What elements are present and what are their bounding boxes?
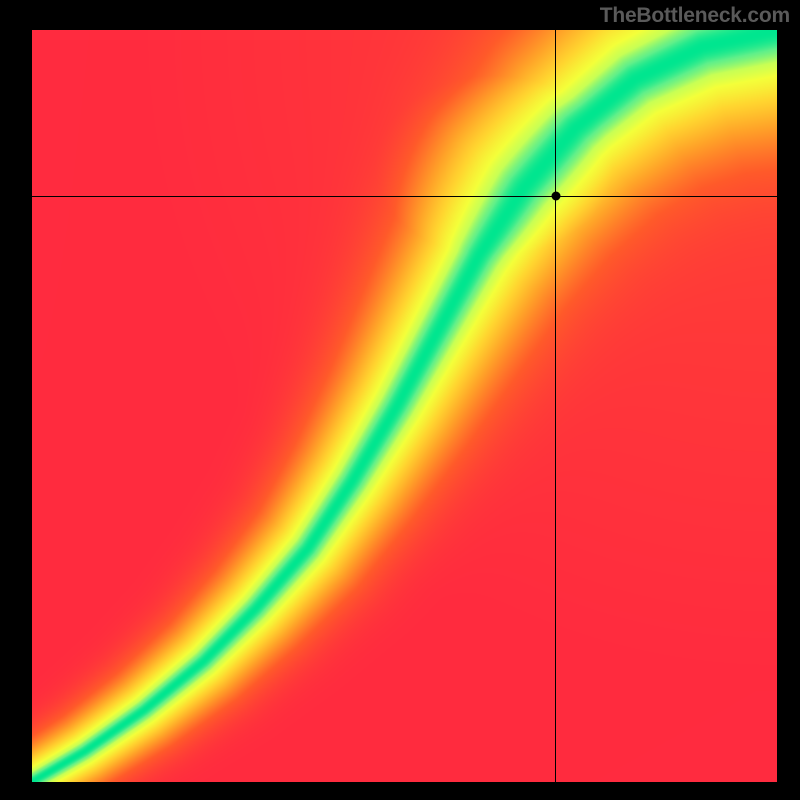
heatmap-plot	[32, 30, 777, 782]
crosshair-marker	[551, 192, 560, 201]
watermark-text: TheBottleneck.com	[600, 4, 790, 28]
heatmap-canvas	[32, 30, 777, 782]
crosshair-vertical	[555, 30, 556, 782]
crosshair-horizontal	[32, 196, 777, 197]
